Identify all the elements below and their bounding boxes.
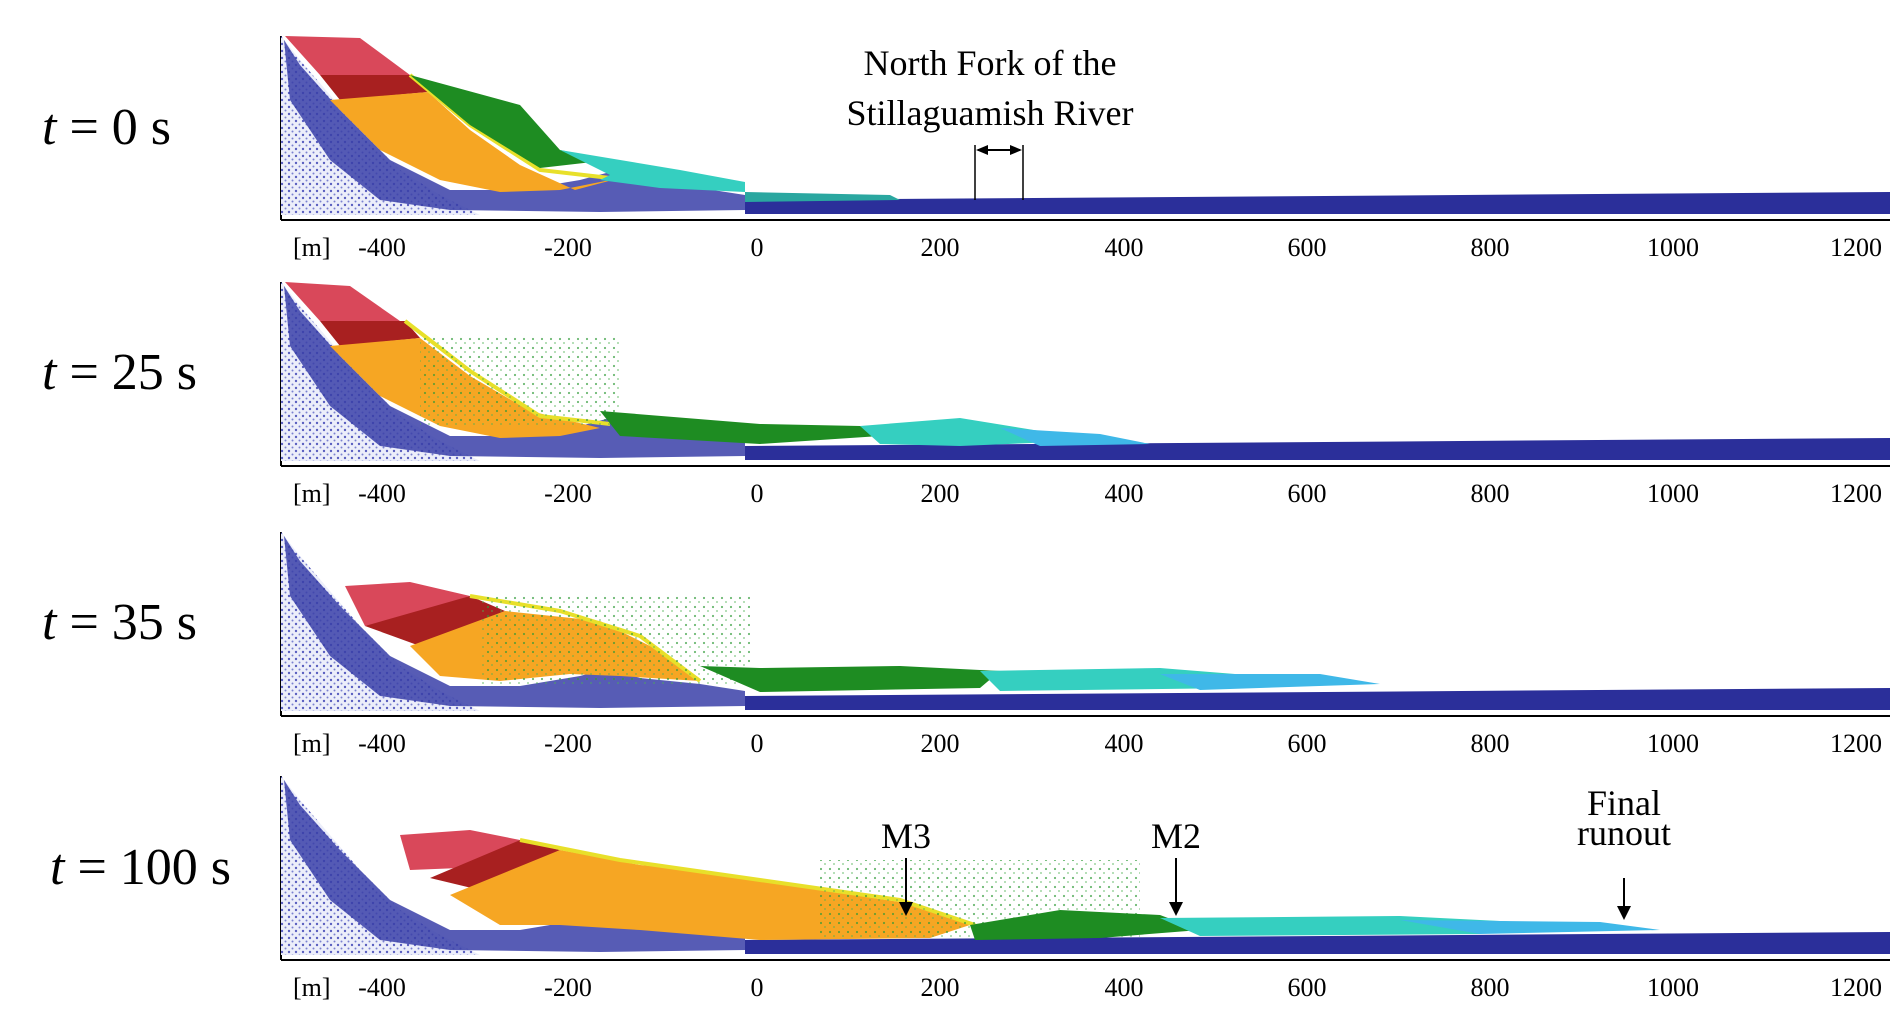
tick-label: 400 (1105, 233, 1144, 262)
tick-label: 1200 (1830, 479, 1882, 508)
tick-label: -400 (358, 233, 406, 262)
floodplain-bed (745, 438, 1890, 460)
tick-label: 0 (751, 479, 764, 508)
dark-red-layer (320, 321, 420, 346)
bedrock-band (284, 536, 745, 708)
tick-label: 800 (1471, 973, 1510, 1002)
tick-label: 600 (1288, 729, 1327, 758)
bedrock-dots (281, 776, 480, 955)
x-tick-labels: [m] -400 -200 0 200 400 600 800 1000 120… (293, 973, 1882, 1002)
bedrock-band (284, 40, 745, 212)
panel-t0: North Fork of the Stillaguamish River [m… (280, 36, 1890, 262)
m3-label: M3 (881, 816, 931, 856)
tick-label: 800 (1471, 479, 1510, 508)
tick-label: -200 (544, 729, 592, 758)
x-tick-labels: [m] -400 -200 0 200 400 600 800 1000 120… (293, 233, 1882, 262)
tick-label: 800 (1471, 233, 1510, 262)
final-runout-label-line2: runout (1577, 813, 1671, 853)
green-speckle (480, 596, 750, 686)
orange-mass (330, 92, 620, 192)
tick-label: -400 (358, 479, 406, 508)
tick-label: 200 (921, 479, 960, 508)
panel-t100: M3 M2 Final runout [m] -400 -200 0 200 4… (280, 776, 1890, 1002)
bedrock-band (284, 286, 745, 458)
final-runout-arrowhead (1617, 906, 1631, 920)
tick-label: 400 (1105, 479, 1144, 508)
tick-label: 1000 (1647, 233, 1699, 262)
final-runout-label-line1: Final (1587, 783, 1661, 823)
floodplain-bed (745, 688, 1890, 710)
light-blue-front (1000, 428, 1150, 446)
m3-arrowhead (899, 902, 913, 916)
green-speckle (420, 336, 620, 426)
axis-unit: [m] (293, 973, 331, 1002)
axis-unit: [m] (293, 479, 331, 508)
river-label-line1: North Fork of the (864, 43, 1117, 83)
green-mass (410, 75, 610, 168)
bedrock-dots (281, 532, 480, 711)
tick-label: 1200 (1830, 973, 1882, 1002)
tick-label: 1000 (1647, 729, 1699, 758)
floodplain-bed (745, 932, 1890, 954)
dark-red-layer (365, 596, 505, 646)
tick-label: 600 (1288, 479, 1327, 508)
light-blue-front (1400, 920, 1660, 934)
dark-red-layer (430, 840, 560, 890)
cyan-mass (560, 150, 745, 192)
red-block (285, 282, 400, 321)
tick-label: 400 (1105, 973, 1144, 1002)
tick-label: 600 (1288, 233, 1327, 262)
time-label-0s: t = 0 s (42, 99, 172, 156)
tick-label: -400 (358, 973, 406, 1002)
tick-label: -400 (358, 729, 406, 758)
bedrock-dots (281, 36, 480, 215)
river-arrow-right-head (1010, 145, 1022, 155)
tick-label: 0 (751, 233, 764, 262)
axis-unit: [m] (293, 233, 331, 262)
red-block (400, 830, 520, 870)
tick-label: 400 (1105, 729, 1144, 758)
time-label-100s: t = 100 s (50, 839, 232, 896)
tick-label: 0 (751, 973, 764, 1002)
tick-label: 800 (1471, 729, 1510, 758)
time-label-35s: t = 35 s (42, 594, 198, 651)
x-tick-labels: [m] -400 -200 0 200 400 600 800 1000 120… (293, 479, 1882, 508)
bedrock-band (284, 780, 745, 952)
green-mass (700, 666, 1000, 692)
red-block (345, 582, 470, 626)
tick-label: 200 (921, 973, 960, 1002)
light-blue-front (1160, 674, 1380, 690)
tick-label: 1000 (1647, 479, 1699, 508)
bedrock-dots (281, 282, 480, 461)
m2-arrowhead (1169, 902, 1183, 916)
panel-t35: [m] -400 -200 0 200 400 600 800 1000 120… (280, 532, 1890, 758)
teal-deposit (745, 192, 900, 202)
tick-label: 1000 (1647, 973, 1699, 1002)
tick-label: -200 (544, 233, 592, 262)
m2-label: M2 (1151, 816, 1201, 856)
panel-t25: [m] -400 -200 0 200 400 600 800 1000 120… (280, 282, 1890, 508)
red-block (285, 36, 410, 75)
x-tick-labels: [m] -400 -200 0 200 400 600 800 1000 120… (293, 729, 1882, 758)
axis-unit: [m] (293, 729, 331, 758)
dark-red-layer (320, 75, 428, 100)
river-arrow-left-head (976, 145, 988, 155)
green-mass (970, 910, 1200, 940)
tick-label: 1200 (1830, 233, 1882, 262)
tick-label: -200 (544, 479, 592, 508)
tick-label: 0 (751, 729, 764, 758)
tick-label: -200 (544, 973, 592, 1002)
tick-label: 600 (1288, 973, 1327, 1002)
green-mass (600, 411, 880, 444)
river-label-line2: Stillaguamish River (847, 93, 1134, 133)
tick-label: 200 (921, 729, 960, 758)
floodplain-bed (745, 192, 1890, 214)
tick-label: 200 (921, 233, 960, 262)
tick-label: 1200 (1830, 729, 1882, 758)
time-label-25s: t = 25 s (42, 344, 198, 401)
